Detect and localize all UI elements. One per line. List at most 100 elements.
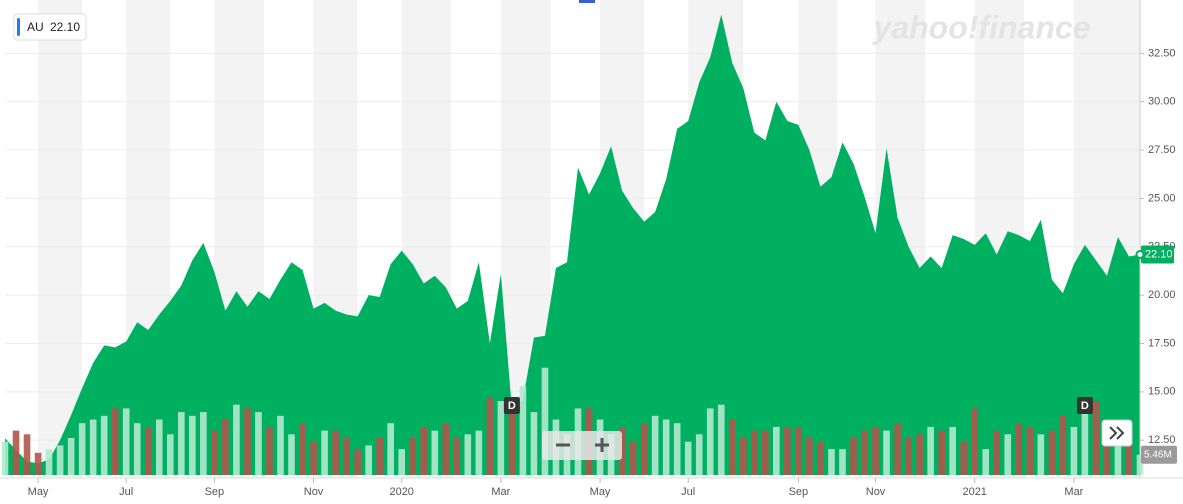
- y-tick-label: 12.50: [1148, 434, 1176, 446]
- volume-bar: [67, 438, 75, 475]
- y-tick-label: 17.50: [1148, 337, 1176, 349]
- volume-bar: [1037, 434, 1045, 475]
- volume-bar: [949, 426, 956, 475]
- volume-bar: [178, 412, 185, 475]
- volume-bar: [706, 408, 714, 475]
- volume-bar: [376, 438, 383, 475]
- volume-bar: [56, 445, 64, 475]
- volume-bar: [34, 452, 42, 475]
- volume-bar: [618, 426, 626, 475]
- volume-bar: [728, 419, 736, 475]
- volume-bar: [629, 441, 637, 475]
- volume-bar: [1048, 430, 1056, 475]
- x-tick-label: Jul: [119, 486, 133, 498]
- volume-bar: [299, 423, 306, 475]
- volume-bar: [982, 449, 990, 475]
- month-band: [38, 0, 83, 478]
- volume-bar: [398, 449, 406, 475]
- price-tag-label: 22.10: [1145, 248, 1173, 260]
- volume-bar: [332, 430, 339, 475]
- volume-bar: [784, 426, 791, 475]
- volume-bar: [266, 426, 273, 475]
- volume-bar: [45, 449, 53, 475]
- y-tick-label: 25.00: [1148, 192, 1176, 204]
- volume-bar: [839, 449, 846, 475]
- volume-bar: [453, 438, 461, 475]
- volume-bar: [1015, 423, 1023, 475]
- volume-bar: [850, 438, 857, 475]
- volume-bar: [717, 404, 725, 475]
- volume-bar: [971, 408, 979, 475]
- price-area: [5, 14, 1140, 476]
- price-dot: [1135, 250, 1145, 260]
- volume-bar: [872, 426, 879, 475]
- volume-bar: [938, 430, 945, 475]
- zoom-controls[interactable]: [542, 431, 622, 460]
- volume-bar: [1, 441, 9, 475]
- drag-handle[interactable]: [579, 0, 595, 3]
- volume-bar: [409, 438, 417, 475]
- volume-bar: [133, 423, 141, 475]
- expand-button[interactable]: [1101, 419, 1133, 447]
- volume-tag: [1141, 445, 1177, 464]
- volume-bar: [321, 430, 328, 475]
- symbol: AU: [27, 20, 44, 34]
- symbol-price: 22.10: [50, 20, 80, 34]
- volume-bar: [365, 445, 372, 475]
- volume-bar: [883, 430, 890, 475]
- volume-bar: [155, 419, 163, 475]
- volume-bar: [144, 426, 152, 475]
- volume-bar: [739, 438, 747, 475]
- volume-bar: [828, 449, 835, 475]
- volume-bar: [762, 430, 769, 475]
- volume-bar: [166, 434, 174, 475]
- x-tick-label: Mar: [491, 486, 510, 498]
- x-tick-label: 2021: [962, 486, 986, 498]
- price-tag: [1141, 245, 1174, 264]
- volume-bar: [233, 404, 240, 475]
- volume-bar: [894, 423, 901, 475]
- volume-bar: [751, 430, 758, 475]
- watermark: yahoo!finance: [872, 9, 1091, 45]
- volume-bar: [1125, 430, 1133, 475]
- volume-bar: [23, 434, 31, 475]
- volume-bar: [475, 430, 483, 475]
- volume-bar: [100, 415, 108, 475]
- volume-bar: [343, 438, 350, 475]
- y-tick-label: 30.00: [1148, 96, 1176, 108]
- volume-bar: [200, 412, 207, 475]
- volume-bar: [530, 412, 538, 475]
- volume-bar: [486, 397, 494, 475]
- volume-bar: [817, 441, 824, 475]
- volume-bar: [673, 423, 681, 475]
- volume-bar: [78, 423, 86, 475]
- volume-bar: [387, 423, 394, 475]
- x-tick-label: Sep: [789, 486, 809, 498]
- volume-bar: [12, 430, 20, 475]
- volume-bar: [916, 434, 923, 475]
- volume-bar: [288, 434, 295, 475]
- volume-tag-label: 5.46M: [1144, 449, 1172, 460]
- dividend-marker: [503, 397, 520, 414]
- volume-bar: [1004, 434, 1012, 475]
- volume-bar: [695, 434, 703, 475]
- x-tick-label: Jul: [681, 486, 695, 498]
- volume-bar: [464, 434, 472, 475]
- volume-bar: [508, 404, 516, 475]
- volume-bar: [993, 430, 1001, 475]
- volume-bar: [1114, 426, 1122, 475]
- x-tick-label: Nov: [304, 486, 324, 498]
- volume-bar: [806, 438, 813, 475]
- volume-bar: [519, 386, 527, 475]
- volume-bar: [354, 449, 361, 475]
- dividend-label: D: [1081, 400, 1089, 412]
- volume-bar: [277, 415, 284, 475]
- volume-bar: [222, 419, 229, 475]
- volume-bar: [442, 423, 450, 475]
- volume-bar: [795, 426, 802, 475]
- volume-bar: [960, 441, 967, 475]
- symbol-box: AU 22.10: [13, 13, 87, 41]
- volume-bar: [111, 408, 119, 475]
